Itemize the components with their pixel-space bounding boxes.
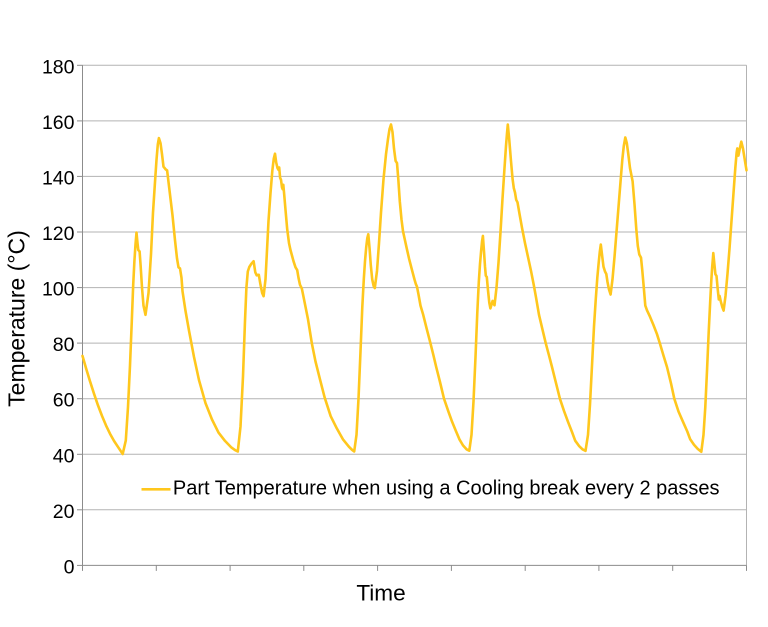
svg-text:100: 100 xyxy=(42,279,75,301)
svg-text:Part Temperature when using a: Part Temperature when using a Cooling br… xyxy=(173,478,720,500)
svg-text:140: 140 xyxy=(42,167,75,189)
svg-text:0: 0 xyxy=(64,556,75,578)
svg-text:Time: Time xyxy=(356,581,405,606)
svg-text:20: 20 xyxy=(53,501,75,523)
svg-text:180: 180 xyxy=(42,56,75,78)
svg-text:120: 120 xyxy=(42,223,75,245)
svg-text:60: 60 xyxy=(53,390,75,412)
svg-text:80: 80 xyxy=(53,334,75,356)
svg-text:Temperature (°C): Temperature (°C) xyxy=(4,230,30,407)
svg-text:40: 40 xyxy=(53,445,75,467)
svg-text:160: 160 xyxy=(42,112,75,134)
